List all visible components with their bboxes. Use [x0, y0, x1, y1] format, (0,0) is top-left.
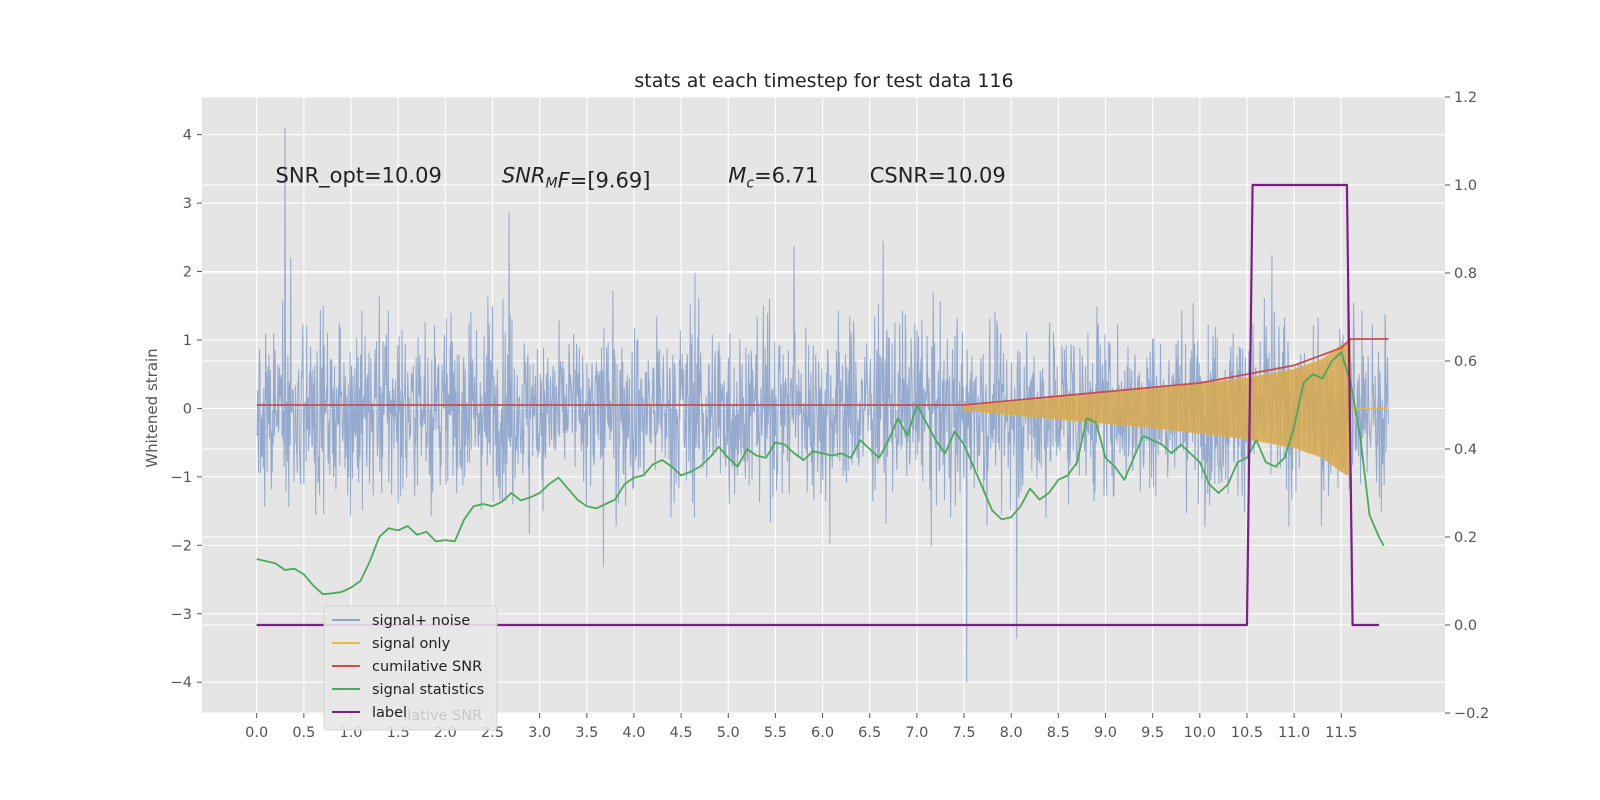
x-tick-label: 6.0 — [811, 725, 834, 741]
y-tick-label: 2 — [183, 265, 192, 281]
x-tick-label: 4.5 — [670, 725, 693, 741]
x-tick-label: 9.0 — [1094, 725, 1117, 741]
x-tick-label: 5.5 — [764, 725, 787, 741]
annotation-1: SNRMF=[9.69] — [502, 164, 651, 193]
x-tick-label: 11.5 — [1325, 725, 1357, 741]
cumulative-snr-series — [256, 338, 1389, 406]
annotation-0: SNR_opt=10.09 — [276, 164, 442, 189]
x-tick-label: 8.5 — [1047, 725, 1070, 741]
annotations: SNR_opt=10.09 SNRMF=[9.69] Mc=6.71 CSNR=10.… — [276, 164, 1006, 193]
y-tick-label: −2 — [171, 538, 192, 554]
x-tick-label: 0.5 — [292, 725, 315, 741]
x-tick-label: 5.0 — [717, 725, 740, 741]
chart-title: stats at each timestep for test data 116 — [634, 70, 1013, 92]
y-axis-left: 4 3 2 1 0 −1 −2 −3 −4 — [171, 128, 202, 691]
x-tick-label: 3.0 — [528, 725, 551, 741]
y2-tick-label: 0.2 — [1454, 530, 1477, 546]
x-tick-label: 3.5 — [575, 725, 598, 741]
y-tick-label: 4 — [183, 128, 192, 144]
x-tick-label: 11.0 — [1278, 725, 1310, 741]
y2-tick-label: 0.4 — [1454, 442, 1477, 458]
signal-statistics-series — [256, 351, 1385, 596]
y-tick-label: 3 — [183, 196, 192, 212]
x-tick-label: 8.0 — [1000, 725, 1023, 741]
legend-label: cumilative SNR — [372, 659, 482, 675]
x-tick-label: 6.5 — [858, 725, 881, 741]
y-axis-right: 1.2 1.0 0.8 0.6 0.4 0.2 0.0 −0.2 — [1445, 90, 1489, 722]
y2-tick-label: 0.8 — [1454, 266, 1477, 282]
x-tick-label: 0.0 — [245, 725, 268, 741]
x-tick-label: 7.5 — [952, 725, 975, 741]
y-tick-label: −4 — [171, 675, 192, 691]
x-tick-label: 4.0 — [622, 725, 645, 741]
y-tick-label: −3 — [171, 607, 192, 623]
legend-label: signal only — [372, 636, 451, 652]
legend-label: signal statistics — [372, 682, 484, 698]
y-tick-label: 1 — [183, 333, 192, 349]
y-tick-label: 0 — [183, 401, 192, 417]
x-tick-label: 9.5 — [1141, 725, 1164, 741]
y-axis-label: Whitened strain — [143, 348, 161, 467]
x-tick-label: 10.0 — [1184, 725, 1216, 741]
y2-tick-label: −0.2 — [1454, 706, 1489, 722]
legend-box — [323, 605, 498, 731]
annotation-3: CSNR=10.09 — [870, 164, 1006, 188]
y2-tick-label: 1.2 — [1454, 90, 1477, 106]
legend-label: label — [372, 705, 407, 721]
x-tick-label: 7.0 — [905, 725, 928, 741]
y-tick-label: −1 — [171, 470, 192, 486]
x-tick-label: 10.5 — [1231, 725, 1263, 741]
y2-tick-label: 0.0 — [1454, 618, 1477, 634]
legend-label: signal+ noise — [372, 613, 470, 629]
label-series — [256, 183, 1379, 627]
annotation-2: Mc=6.71 — [728, 164, 818, 192]
y2-tick-label: 0.6 — [1454, 354, 1477, 370]
y2-tick-label: 1.0 — [1454, 178, 1477, 194]
